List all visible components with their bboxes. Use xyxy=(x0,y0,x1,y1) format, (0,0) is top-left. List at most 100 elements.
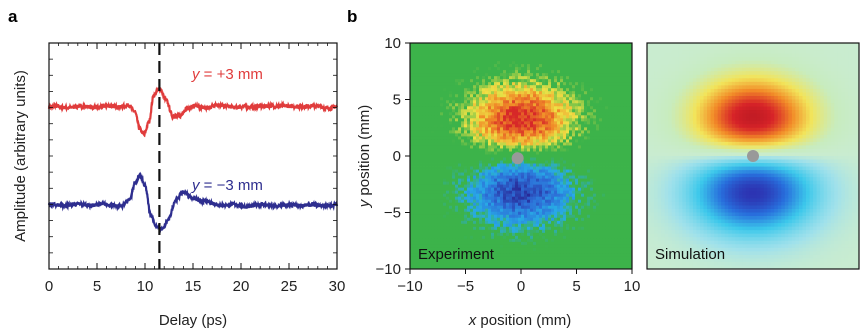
experiment-heatmap-cell xyxy=(485,154,489,158)
experiment-heatmap-cell xyxy=(578,151,582,155)
experiment-heatmap-cell xyxy=(455,85,459,89)
experiment-heatmap-cell xyxy=(497,184,501,189)
experiment-heatmap-cell xyxy=(572,70,576,74)
experiment-heatmap-cell xyxy=(560,97,564,101)
experiment-heatmap-cell xyxy=(503,163,507,167)
experiment-heatmap-cell xyxy=(497,178,501,183)
experiment-heatmap-cell xyxy=(443,220,447,225)
experiment-heatmap-cell xyxy=(440,100,444,104)
experiment-heatmap-cell xyxy=(608,127,612,131)
experiment-heatmap-cell xyxy=(416,76,420,80)
experiment-heatmap-cell xyxy=(443,190,447,195)
experiment-heatmap-cell xyxy=(566,178,570,183)
experiment-heatmap-cell xyxy=(500,169,504,173)
experiment-heatmap-cell xyxy=(500,238,504,243)
experiment-heatmap-cell xyxy=(491,67,495,71)
experiment-heatmap-cell xyxy=(494,133,498,137)
experiment-heatmap-cell xyxy=(560,76,564,80)
experiment-heatmap-cell xyxy=(473,67,477,71)
experiment-heatmap-cell xyxy=(452,97,456,101)
experiment-heatmap-cell xyxy=(479,70,483,74)
experiment-heatmap-cell xyxy=(473,136,477,140)
experiment-heatmap-cell xyxy=(479,115,483,119)
experiment-heatmap-cell xyxy=(566,169,570,173)
experiment-heatmap-cell xyxy=(584,163,588,167)
experiment-heatmap-cell xyxy=(611,46,615,50)
experiment-heatmap-cell xyxy=(470,82,474,86)
experiment-heatmap-cell xyxy=(422,184,426,189)
experiment-heatmap-cell xyxy=(557,106,561,110)
experiment-heatmap-cell xyxy=(476,160,480,164)
experiment-heatmap-cell xyxy=(428,106,432,110)
experiment-heatmap-cell xyxy=(602,232,606,237)
experiment-heatmap-cell xyxy=(593,232,597,237)
experiment-heatmap-cell xyxy=(539,136,543,140)
experiment-heatmap-cell xyxy=(524,121,528,125)
experiment-heatmap-cell xyxy=(446,64,450,68)
experiment-heatmap-cell xyxy=(539,187,543,192)
experiment-heatmap-cell xyxy=(467,121,471,125)
experiment-heatmap-cell xyxy=(476,187,480,192)
experiment-heatmap-cell xyxy=(503,130,507,134)
experiment-heatmap-cell xyxy=(554,88,558,92)
experiment-heatmap-cell xyxy=(476,223,480,228)
experiment-heatmap-cell xyxy=(518,184,522,189)
experiment-heatmap-cell xyxy=(464,169,468,173)
experiment-heatmap-cell xyxy=(590,172,594,176)
experiment-heatmap-cell xyxy=(569,88,573,92)
experiment-heatmap-cell xyxy=(548,208,552,213)
experiment-heatmap-cell xyxy=(485,100,489,104)
experiment-heatmap-cell xyxy=(617,223,621,228)
experiment-heatmap-cell xyxy=(584,52,588,56)
experiment-heatmap-cell xyxy=(503,151,507,155)
experiment-heatmap-cell xyxy=(596,184,600,189)
experiment-heatmap-cell xyxy=(458,214,462,219)
experiment-heatmap-cell xyxy=(542,166,546,170)
experiment-heatmap-cell xyxy=(626,127,630,131)
experiment-heatmap-cell xyxy=(500,91,504,95)
experiment-heatmap-cell xyxy=(446,142,450,146)
experiment-heatmap-cell xyxy=(623,226,627,231)
experiment-heatmap-cell xyxy=(446,232,450,237)
experiment-heatmap-cell xyxy=(461,160,465,164)
experiment-heatmap-cell xyxy=(440,181,444,186)
experiment-heatmap-cell xyxy=(503,157,507,161)
experiment-heatmap-cell xyxy=(629,181,633,186)
experiment-heatmap-cell xyxy=(425,166,429,170)
experiment-heatmap-cell xyxy=(527,88,531,92)
experiment-heatmap-cell xyxy=(545,148,549,152)
experiment-heatmap-cell xyxy=(500,73,504,77)
experiment-heatmap-cell xyxy=(545,220,549,225)
experiment-heatmap-cell xyxy=(530,106,534,110)
experiment-heatmap-cell xyxy=(467,64,471,68)
experiment-heatmap-cell xyxy=(434,64,438,68)
experiment-heatmap-cell xyxy=(437,115,441,119)
experiment-heatmap-cell xyxy=(410,109,414,113)
experiment-heatmap-cell xyxy=(566,91,570,95)
experiment-heatmap-cell xyxy=(605,202,609,207)
experiment-heatmap-cell xyxy=(593,121,597,125)
experiment-heatmap-cell xyxy=(464,82,468,86)
experiment-heatmap-cell xyxy=(548,127,552,131)
experiment-heatmap-cell xyxy=(455,187,459,192)
experiment-heatmap-cell xyxy=(590,196,594,201)
experiment-heatmap-cell xyxy=(464,115,468,119)
experiment-heatmap-cell xyxy=(494,229,498,234)
experiment-heatmap-cell xyxy=(542,148,546,152)
experiment-heatmap-cell xyxy=(554,121,558,125)
experiment-heatmap-cell xyxy=(575,106,579,110)
experiment-heatmap-cell xyxy=(449,226,453,231)
experiment-heatmap-cell xyxy=(575,58,579,62)
experiment-heatmap-cell xyxy=(410,130,414,134)
experiment-heatmap-cell xyxy=(569,73,573,77)
experiment-heatmap-cell xyxy=(587,151,591,155)
experiment-heatmap-cell xyxy=(419,151,423,155)
experiment-heatmap-cell xyxy=(620,220,624,225)
experiment-heatmap-cell xyxy=(626,142,630,146)
experiment-heatmap-cell xyxy=(518,211,522,216)
experiment-heatmap-cell xyxy=(458,157,462,161)
experiment-heatmap-cell xyxy=(470,76,474,80)
experiment-heatmap-cell xyxy=(527,154,531,158)
experiment-heatmap-cell xyxy=(482,154,486,158)
experiment-heatmap-cell xyxy=(500,130,504,134)
